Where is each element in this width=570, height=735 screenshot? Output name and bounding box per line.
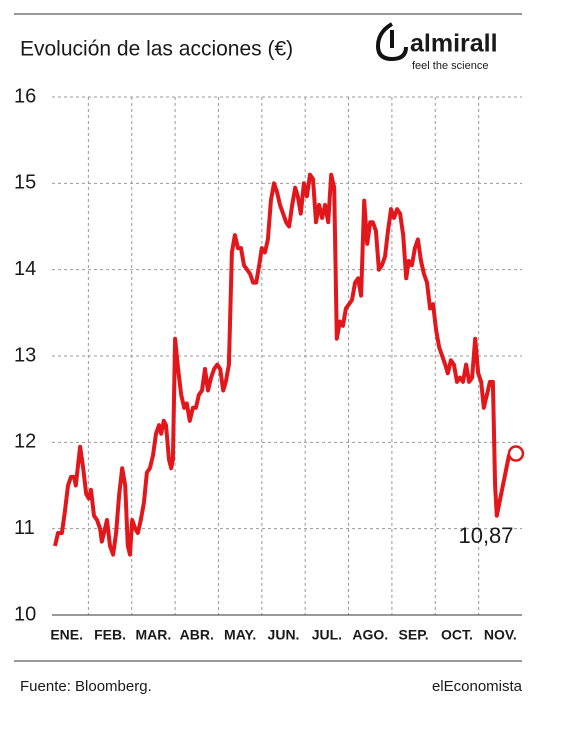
x-tick-label: MAR. <box>136 627 172 643</box>
logo: almirall feel the science <box>375 22 498 72</box>
y-tick-label: 13 <box>14 344 36 366</box>
x-tick-label: SEP. <box>399 627 429 643</box>
x-tick-label: JUN. <box>268 627 300 643</box>
y-tick-label: 11 <box>14 517 35 539</box>
tagline: feel the science <box>412 60 488 72</box>
x-tick-label: AGO. <box>352 627 388 643</box>
annotation: 10,87 <box>458 523 513 548</box>
end-marker <box>507 445 525 462</box>
brand: almirall <box>410 30 498 58</box>
y-tick-label: 16 <box>14 85 36 107</box>
x-tick-label: NOV. <box>484 627 517 643</box>
x-tick-label: MAY. <box>224 627 256 643</box>
chart-title: Evolución de las acciones (€) <box>20 38 293 61</box>
x-tick-label: JUL. <box>312 627 342 643</box>
source: Fuente: Bloomberg. <box>20 678 152 695</box>
line <box>53 172 517 557</box>
x-tick-label: ENE. <box>50 627 83 643</box>
publisher: elEconomista <box>432 678 523 695</box>
x-tick-label: OCT. <box>441 627 473 643</box>
x-tick-label: ABR. <box>180 627 214 643</box>
y-tick-label: 15 <box>14 172 36 194</box>
y-tick-label: 12 <box>14 431 36 453</box>
x-tick-label: FEB. <box>94 627 126 643</box>
y-tick-label: 10 <box>14 603 36 625</box>
y-tick-label: 14 <box>14 258 36 280</box>
logo-icon <box>375 22 408 62</box>
